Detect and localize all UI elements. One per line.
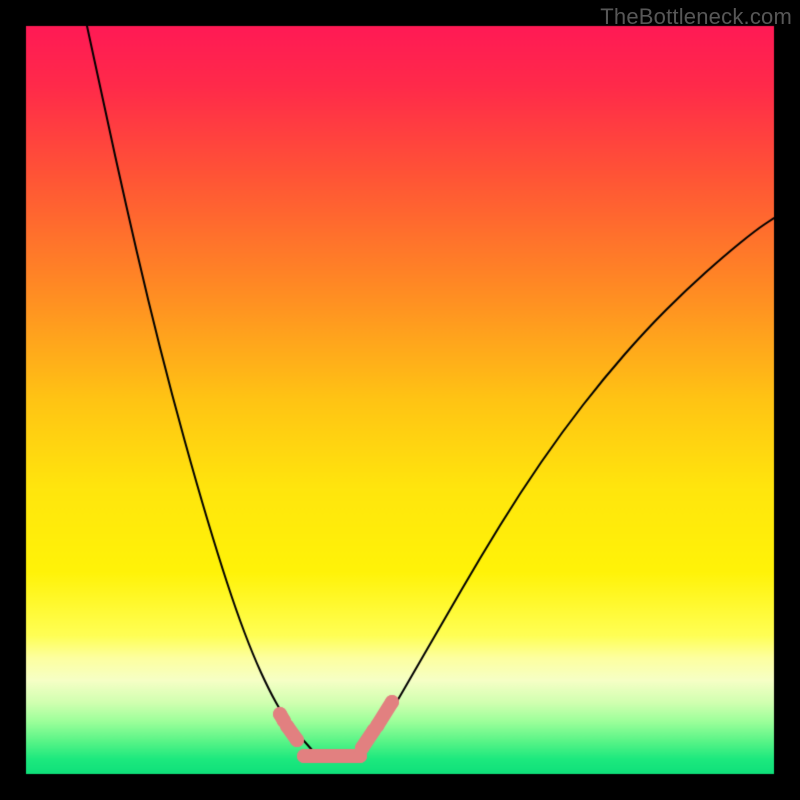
bottleneck-chart: TheBottleneck.com (0, 0, 800, 800)
watermark-text: TheBottleneck.com (600, 4, 792, 30)
chart-canvas (0, 0, 800, 800)
